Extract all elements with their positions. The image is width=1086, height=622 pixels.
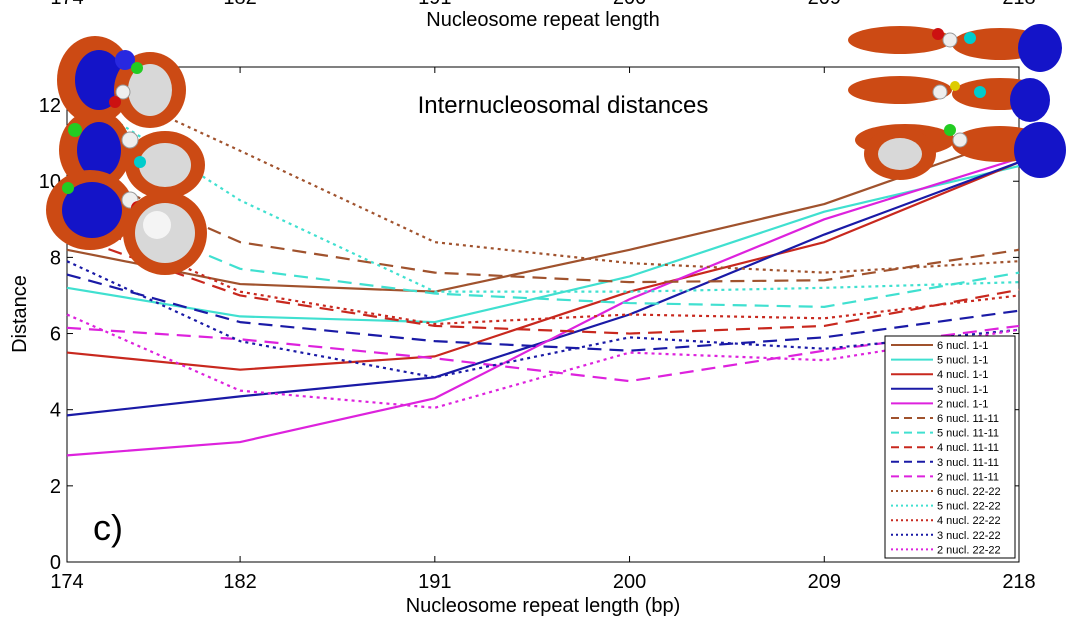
legend-label: 3 nucl. 22-22 <box>937 530 1001 542</box>
legend-label: 5 nucl. 11-11 <box>937 428 999 440</box>
legend-label: 4 nucl. 22-22 <box>937 515 1001 527</box>
x-tick-label: 174 <box>50 571 83 593</box>
series-line <box>66 134 1020 293</box>
legend-label: 3 nucl. 1-1 <box>937 384 988 396</box>
y-axis-label: Distance <box>9 275 31 353</box>
series-line <box>66 164 1020 284</box>
y-tick-label: 4 <box>50 400 61 422</box>
y-tick-label: 6 <box>50 324 61 346</box>
x-axis-label: Nucleosome repeat length (bp) <box>406 595 681 617</box>
series-line <box>66 195 1020 308</box>
legend-label: 5 nucl. 22-22 <box>937 501 1001 513</box>
x-tick-label: 191 <box>418 571 451 593</box>
series-line <box>66 233 1020 335</box>
y-tick-label: 12 <box>39 95 61 117</box>
series-line <box>66 313 1020 409</box>
series-layer <box>66 69 1020 457</box>
x-tick-label-top: 174 <box>50 0 83 9</box>
x-tick-label-top: 200 <box>613 0 646 9</box>
x-tick-label-top: 209 <box>808 0 841 9</box>
series-line <box>66 273 1020 352</box>
x-tick-label: 209 <box>808 571 841 593</box>
legend-label: 3 nucl. 11-11 <box>937 457 999 469</box>
legend: 6 nucl. 1-1 5 nucl. 1-1 4 nucl. 1-1 3 nucl.… <box>884 335 1016 559</box>
x-tick-label: 182 <box>223 571 256 593</box>
x-tick-label: 218 <box>1002 571 1035 593</box>
series-line <box>66 324 1020 383</box>
legend-label: 5 nucl. 1-1 <box>937 355 988 367</box>
chart-title: Internucleosomal distances <box>418 92 709 119</box>
x-tick-label-top: 182 <box>223 0 256 9</box>
legend-label: 4 nucl. 1-1 <box>937 369 988 381</box>
legend-label: 6 nucl. 1-1 <box>937 340 988 352</box>
x-axis: 174 182 191 200 209 218 <box>50 67 1036 593</box>
legend-label: 6 nucl. 11-11 <box>937 413 999 425</box>
panel-label: c) <box>93 507 123 548</box>
y-tick-label: 2 <box>50 476 61 498</box>
series-line <box>66 161 1020 371</box>
x-tick-label-top: 191 <box>418 0 451 9</box>
series-line <box>66 88 1020 293</box>
legend-label: 6 nucl. 22-22 <box>937 486 1001 498</box>
legend-label: 2 nucl. 11-11 <box>937 471 999 483</box>
series-line <box>66 214 1020 326</box>
nucleosome-illustration-right <box>848 24 1066 180</box>
series-line <box>66 157 1020 457</box>
x-tick-label: 200 <box>613 571 646 593</box>
legend-label: 2 nucl. 1-1 <box>937 398 988 410</box>
top-axis-label: Nucleosome repeat length <box>426 9 659 31</box>
series-line <box>66 164 1020 324</box>
y-tick-label: 8 <box>50 247 61 269</box>
legend-label: 4 nucl. 11-11 <box>937 442 999 454</box>
nucleosome-illustration-left <box>46 36 207 275</box>
x-tick-label-top: 218 <box>1002 0 1035 9</box>
legend-label: 2 nucl. 22-22 <box>937 544 1001 556</box>
y-tick-label: 0 <box>50 552 61 574</box>
top-axis: Nucleosome repeat length 174 182 191 200 209… <box>50 0 1035 31</box>
